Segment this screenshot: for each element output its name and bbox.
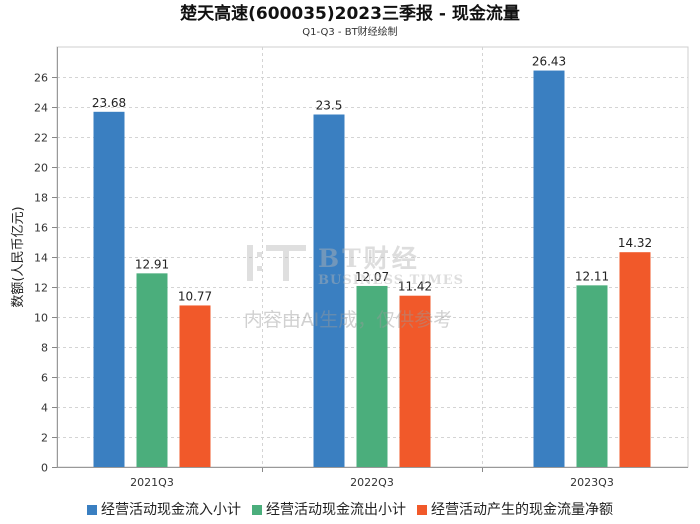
legend-item-net: 经营活动产生的现金流量净额 — [417, 500, 613, 520]
watermark-logo-text: BT财经 — [318, 244, 420, 273]
y-tick-label: 16 — [34, 222, 48, 235]
chart-title: 楚天高速(600035)2023三季报 - 现金流量 — [180, 4, 520, 24]
bar-outflow-2023Q3 — [576, 285, 608, 467]
legend-item-inflow: 经营活动现金流入小计 — [87, 500, 241, 520]
chart-subtitle: Q1-Q3 - BT财经绘制 — [302, 27, 398, 38]
data-label: 26.43 — [532, 55, 566, 69]
data-label: 23.68 — [92, 96, 126, 110]
data-label: 12.91 — [135, 257, 169, 271]
data-label: 12.07 — [355, 270, 389, 284]
bar-net-2022Q3 — [399, 295, 431, 467]
x-tick-label: 2021Q3 — [130, 476, 174, 489]
x-tick-label: 2022Q3 — [350, 476, 394, 489]
data-label: 23.5 — [316, 99, 343, 113]
y-tick-label: 26 — [34, 72, 48, 85]
legend-swatch-outflow — [252, 505, 262, 515]
bar-inflow-2023Q3 — [533, 70, 565, 468]
bar-net-2023Q3 — [619, 252, 651, 467]
legend-swatch-inflow — [87, 505, 97, 515]
y-tick-label: 18 — [34, 192, 48, 205]
bar-inflow-2021Q3 — [93, 111, 125, 468]
data-labels: 23.68 23.5 26.43 12.91 12.07 12.11 10.77 11.42 1… — [92, 55, 652, 304]
data-label: 14.32 — [618, 236, 652, 250]
legend-item-outflow: 经营活动现金流出小计 — [252, 500, 406, 520]
watermark-logo-sub: BUSINESS TIMES — [318, 273, 464, 288]
y-tick-label: 14 — [34, 252, 48, 265]
legend-label-inflow: 经营活动现金流入小计 — [101, 502, 241, 518]
logo-icon-bar — [266, 245, 306, 251]
legend-swatch-net — [417, 505, 427, 515]
x-axis: 2021Q3 2022Q3 2023Q3 — [130, 476, 614, 489]
y-tick-label: 10 — [34, 312, 48, 325]
logo-icon-dot — [257, 266, 262, 271]
y-tick-label: 24 — [34, 102, 48, 115]
x-tick-label: 2023Q3 — [570, 476, 614, 489]
watermark-disclaimer: 内容由AI生成，仅供参考 — [244, 309, 453, 331]
bar-outflow-2022Q3 — [356, 285, 388, 467]
y-tick-label: 0 — [41, 462, 48, 475]
y-axis-title: 数额(人民币亿元) — [11, 206, 26, 307]
legend-label-outflow: 经营活动现金流出小计 — [266, 502, 406, 518]
legend: 经营活动现金流入小计 经营活动现金流出小计 经营活动产生的现金流量净额 — [0, 500, 700, 520]
y-tick-label: 2 — [41, 432, 48, 445]
bars — [93, 70, 651, 468]
bar-inflow-2022Q3 — [313, 114, 345, 467]
logo-icon — [247, 245, 306, 281]
data-label: 10.77 — [178, 289, 212, 303]
logo-icon-bar — [283, 245, 289, 281]
bar-outflow-2021Q3 — [136, 273, 168, 467]
data-label: 11.42 — [398, 280, 432, 294]
legend-label-net: 经营活动产生的现金流量净额 — [431, 502, 613, 518]
logo-icon-dot — [257, 252, 262, 257]
logo-icon-bar — [247, 245, 253, 281]
y-tick-label: 4 — [41, 402, 48, 415]
y-tick-label: 22 — [34, 132, 48, 145]
y-tick-label: 20 — [34, 162, 48, 175]
data-label: 12.11 — [575, 269, 609, 283]
y-tick-label: 12 — [34, 282, 48, 295]
bar-net-2021Q3 — [179, 305, 211, 467]
y-tick-label: 6 — [41, 372, 48, 385]
y-tick-label: 8 — [41, 342, 48, 355]
